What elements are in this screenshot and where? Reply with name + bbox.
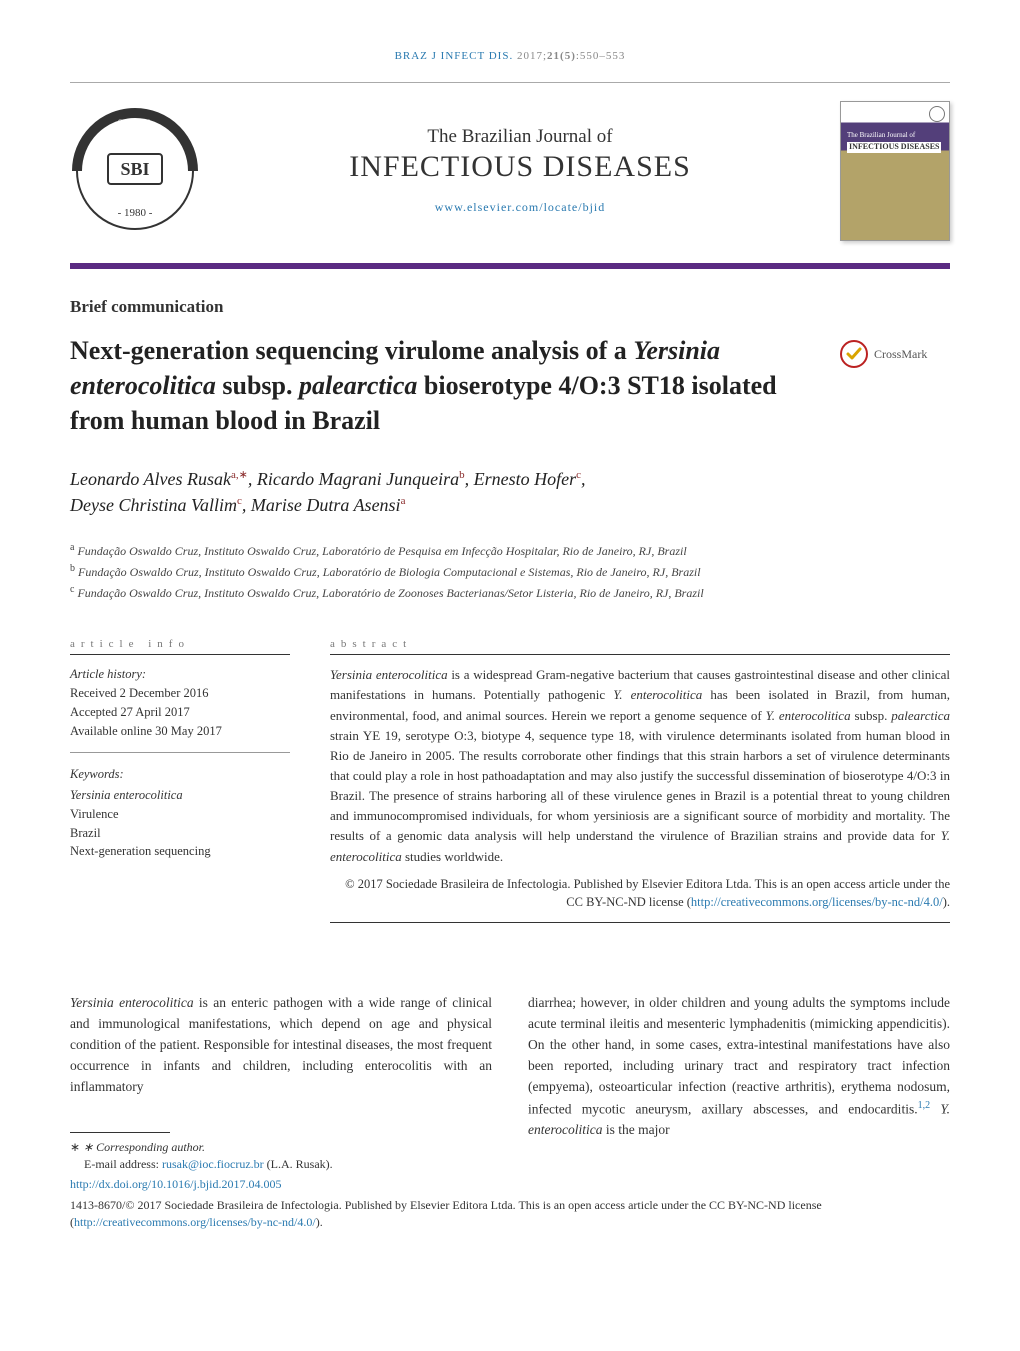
author-1: Leonardo Alves Rusak: [70, 469, 231, 489]
corr-label-text: ∗ Corresponding author.: [83, 1140, 205, 1154]
abs-ital-2: Y. enterocolitica: [613, 687, 702, 702]
citation-year: 2017;: [517, 50, 547, 62]
abstract-copyright: © 2017 Sociedade Brasileira de Infectolo…: [330, 875, 950, 913]
svg-text:SILEIRA: SILEIRA: [118, 118, 153, 128]
section-label: Brief communication: [70, 297, 950, 317]
body-columns: Yersinia enterocolitica is an enteric pa…: [70, 993, 950, 1193]
journal-url-link[interactable]: www.elsevier.com/locate/bjid: [435, 200, 606, 214]
journal-cover-thumbnail: The Brazilian Journal of INFECTIOUS DISE…: [840, 101, 950, 241]
citation-issue: 21(5): [547, 50, 576, 62]
top-citation: BRAZ J INFECT DIS. 2017;21(5):550–553: [70, 50, 950, 62]
author-email-link[interactable]: rusak@ioc.fiocruz.br: [162, 1157, 264, 1171]
copyright-post: ).: [943, 895, 950, 909]
license-link[interactable]: http://creativecommons.org/licenses/by-n…: [691, 895, 943, 909]
abstract-text: Yersinia enterocolitica is a widespread …: [330, 665, 950, 866]
author-3: Ernesto Hofer: [474, 469, 577, 489]
email-author: (L.A. Rusak).: [264, 1157, 333, 1171]
license-post: ).: [316, 1215, 323, 1229]
info-divider: [70, 752, 290, 753]
crossmark-label: CrossMark: [874, 347, 927, 362]
body-col-left: Yersinia enterocolitica is an enteric pa…: [70, 993, 492, 1193]
body-text-2: diarrhea; however, in older children and…: [528, 995, 950, 1116]
abstract-bottom-rule: [330, 922, 950, 923]
abstract-heading: abstract: [330, 638, 950, 655]
abs-ital-4: palearctica: [891, 708, 950, 723]
authors-list: Leonardo Alves Rusaka,∗, Ricardo Magrani…: [70, 466, 950, 518]
corresponding-author-label: ∗ Corresponding author.: [83, 1140, 205, 1154]
affiliations: a Fundação Oswaldo Cruz, Instituto Oswal…: [70, 540, 950, 602]
body-ital-1: Yersinia enterocolitica: [70, 995, 194, 1010]
keyword-4: Next-generation sequencing: [70, 842, 290, 861]
affiliation-b: Fundação Oswaldo Cruz, Instituto Oswaldo…: [78, 565, 701, 579]
keyword-3: Brazil: [70, 824, 290, 843]
abs-ital-1: Yersinia enterocolitica: [330, 667, 448, 682]
affiliation-c: Fundação Oswaldo Cruz, Instituto Oswaldo…: [77, 586, 703, 600]
article-title: Next-generation sequencing virulome anal…: [70, 333, 820, 438]
abs-t5without: studies worldwide.: [402, 849, 503, 864]
body-text-2c: is the major: [602, 1122, 669, 1137]
abs-t4: strain YE 19, serotype O:3, biotype 4, s…: [330, 728, 950, 844]
online-date: Available online 30 May 2017: [70, 722, 290, 741]
citation-pages: :550–553: [576, 50, 626, 62]
author-5-affil: a: [401, 495, 406, 507]
citation-ref-1-2[interactable]: 1,2: [918, 1100, 931, 1111]
keywords-label: Keywords:: [70, 765, 290, 784]
author-2: Ricardo Magrani Junqueira: [257, 469, 459, 489]
crossmark-badge[interactable]: CrossMark: [840, 337, 950, 371]
received-date: Received 2 December 2016: [70, 684, 290, 703]
footnotes: ∗ ∗ Corresponding author. E-mail address…: [70, 1132, 492, 1193]
keyword-2: Virulence: [70, 805, 290, 824]
body-col-right: diarrhea; however, in older children and…: [528, 993, 950, 1193]
author-4: Deyse Christina Vallim: [70, 495, 237, 515]
author-5: Marise Dutra Asensi: [251, 495, 401, 515]
title-part-1: Next-generation sequencing virulome anal…: [70, 336, 633, 365]
author-4-affil: c: [237, 495, 242, 507]
affiliation-a: Fundação Oswaldo Cruz, Instituto Oswaldo…: [77, 544, 686, 558]
body-text-2b: [930, 1101, 940, 1116]
author-2-affil: b: [459, 469, 465, 481]
journal-title: INFECTIOUS DISEASES: [200, 150, 840, 184]
svg-text:- 1980 -: - 1980 -: [118, 207, 153, 219]
society-logo: SILEIRA SBI - 1980 -: [70, 106, 200, 236]
abs-ital-3: Y. enterocolitica: [766, 708, 851, 723]
title-part-2: subsp.: [216, 371, 299, 400]
journal-header: SILEIRA SBI - 1980 - The Brazilian Journ…: [70, 82, 950, 269]
abs-t3: subsp.: [851, 708, 892, 723]
doi-link[interactable]: http://dx.doi.org/10.1016/j.bjid.2017.04…: [70, 1177, 281, 1191]
history-label: Article history:: [70, 665, 290, 684]
svg-text:SBI: SBI: [120, 159, 149, 179]
accepted-date: Accepted 27 April 2017: [70, 703, 290, 722]
cover-big-text: INFECTIOUS DISEASES: [847, 142, 941, 153]
journal-supertitle: The Brazilian Journal of: [200, 126, 840, 148]
bottom-license: 1413-8670/© 2017 Sociedade Brasileira de…: [70, 1197, 950, 1232]
author-3-affil: c: [576, 469, 581, 481]
author-1-affil: a,∗: [231, 469, 248, 481]
footnote-rule: [70, 1132, 170, 1133]
bottom-license-link[interactable]: http://creativecommons.org/licenses/by-n…: [74, 1215, 316, 1229]
keyword-1: Yersinia enterocolitica: [70, 786, 290, 805]
article-info-heading: article info: [70, 638, 290, 655]
journal-abbrev: BRAZ J INFECT DIS.: [395, 50, 514, 62]
email-label: E-mail address:: [84, 1157, 162, 1171]
cover-small-text: The Brazilian Journal of: [847, 131, 915, 139]
title-ital-2: palearctica: [299, 371, 417, 400]
